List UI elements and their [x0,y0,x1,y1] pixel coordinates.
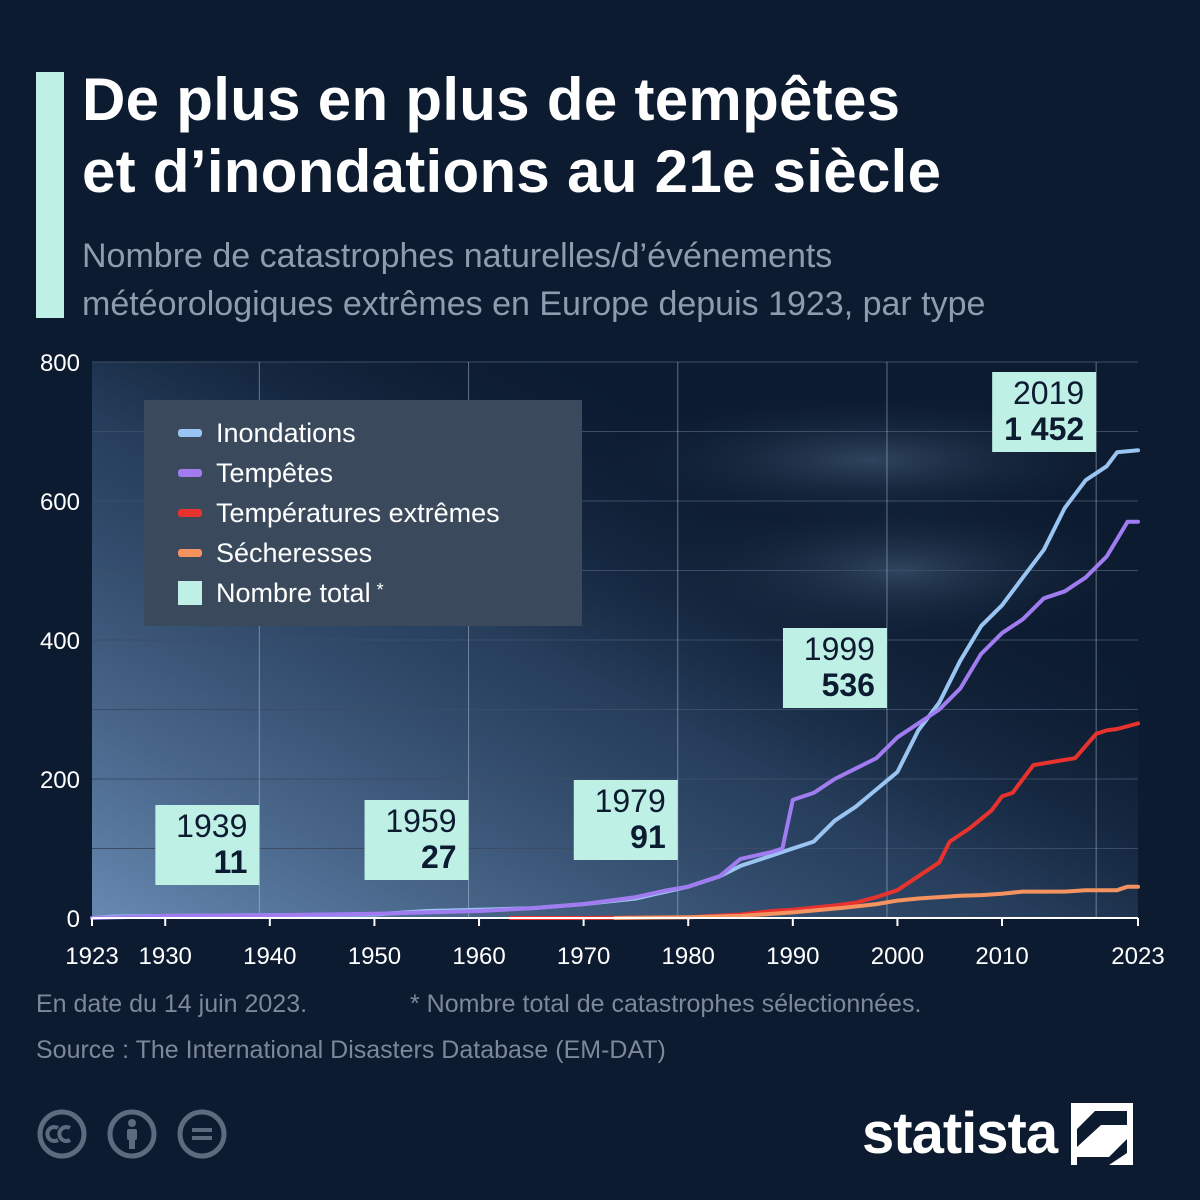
x-tick-label: 1940 [243,943,296,970]
statista-logo-icon [1071,1102,1134,1165]
x-tick-label: 1950 [348,943,401,970]
legend-footnote-marker: * [377,580,384,600]
title-line-1: De plus en plus de tempêtes [82,66,901,133]
source-note: Source : The International Disasters Dat… [36,1036,666,1064]
legend-swatch [178,429,202,437]
series-line-temp-ratures-extr-mes [508,721,1140,920]
legend-swatch [178,509,202,517]
y-tick-label: 800 [40,350,80,377]
y-tick-label: 400 [40,628,80,655]
legend-swatch [178,549,202,557]
legend-swatch [178,469,202,477]
x-tick-label: 1960 [452,943,505,970]
y-tick-label: 0 [67,906,80,933]
date-note: En date du 14 juin 2023. [36,990,308,1018]
page-title: De plus en plus de tempêtes et d’inondat… [82,64,941,208]
annotation-year: 1979 [595,783,666,819]
annotation-box [155,805,260,885]
no-derivatives-icon[interactable] [176,1108,228,1160]
x-tick-label: 1923 [65,943,118,970]
annotation-year: 1939 [176,808,247,844]
page-subtitle: Nombre de catastrophes naturelles/d’évén… [82,232,985,328]
x-tick-label: 2000 [871,943,924,970]
attribution-icon[interactable] [106,1108,158,1160]
legend-label: Températures extrêmes [216,498,500,528]
legend-label: Inondations [216,418,356,448]
annotation-year: 2019 [1013,375,1084,411]
title-accent-bar [36,72,64,318]
annotation-total: 1 452 [1004,411,1084,447]
annotation-box [573,780,678,860]
legend-box [144,400,582,626]
license-icons [36,1108,228,1160]
x-tick-label: 1970 [557,943,610,970]
annotation-box [992,372,1097,452]
y-tick-label: 200 [40,767,80,794]
annotation-year: 1999 [804,631,875,667]
annotation-total: 91 [630,819,666,855]
y-tick-label: 600 [40,489,80,516]
subtitle-line-1: Nombre de catastrophes naturelles/d’évén… [82,237,833,275]
annotation-year: 1959 [385,803,456,839]
x-tick-label: 1930 [139,943,192,970]
x-tick-label: 1990 [766,943,819,970]
title-line-2: et d’inondations au 21e siècle [82,138,942,205]
statista-brand[interactable]: statista [862,1100,1134,1167]
x-tick-label: 1980 [662,943,715,970]
series-line-temp-tes [90,519,1140,920]
brand-name: statista [862,1101,1058,1166]
legend-label: Nombre total * [216,578,384,608]
legend-label: Tempêtes [216,458,333,488]
annotation-total: 11 [214,844,248,880]
footnote: * Nombre total de catastrophes sélection… [410,990,922,1018]
series-line-s-cheresses [613,884,1140,920]
annotation-box [364,800,469,880]
legend-swatch [178,581,202,605]
annotation-total: 27 [421,839,457,875]
subtitle-line-2: météorologiques extrêmes en Europe depui… [82,285,986,323]
cc-icon[interactable] [36,1108,88,1160]
annotation-box [782,628,887,708]
legend-label: Sécheresses [216,538,372,568]
x-tick-label: 2023 [1111,943,1164,970]
annotation-total: 536 [822,667,875,703]
x-tick-label: 2010 [975,943,1028,970]
